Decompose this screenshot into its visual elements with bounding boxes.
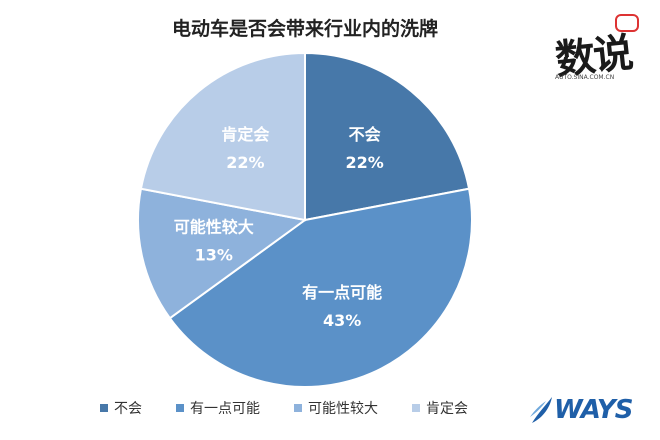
legend-item-2: 可能性较大 — [294, 398, 378, 418]
pie-slice-0 — [304, 51, 471, 222]
pie-slice-3 — [139, 51, 306, 222]
ways-logo: WAYS — [528, 395, 633, 425]
slice-category-label-1: 有一点可能 — [302, 283, 382, 302]
slice-percent-label-2: 13% — [195, 245, 233, 264]
legend-label-2: 可能性较大 — [308, 401, 378, 417]
slice-percent-label-3: 22% — [226, 153, 264, 172]
shushuo-logo: 数说 AUTO.SINA.COM.CN — [545, 14, 641, 88]
speech-bubble-icon — [615, 14, 639, 32]
pie-slice-1 — [168, 187, 473, 388]
legend-label-0: 不会 — [114, 401, 142, 417]
legend-label-3: 肯定会 — [426, 401, 468, 417]
slice-category-label-0: 不会 — [349, 125, 381, 144]
legend-swatch-2 — [294, 404, 302, 412]
pie-slice-2 — [137, 187, 308, 320]
legend-label-1: 有一点可能 — [190, 401, 260, 417]
slice-category-label-3: 肯定会 — [221, 125, 269, 144]
ways-swoosh-icon — [530, 397, 552, 423]
legend-item-0: 不会 — [100, 398, 142, 418]
ways-text: WAYS — [554, 395, 633, 425]
stamp-subtext: AUTO.SINA.COM.CN — [555, 74, 615, 81]
legend-swatch-0 — [100, 404, 108, 412]
legend-swatch-1 — [176, 404, 184, 412]
legend: 不会 有一点可能 可能性较大 肯定会 — [100, 398, 468, 418]
legend-item-3: 肯定会 — [412, 398, 468, 418]
legend-item-1: 有一点可能 — [176, 398, 260, 418]
slice-category-label-2: 可能性较大 — [174, 217, 254, 236]
chart-title: 电动车是否会带来行业内的洗牌 — [171, 18, 438, 40]
legend-swatch-3 — [412, 404, 420, 412]
slice-percent-label-0: 22% — [345, 153, 383, 172]
slice-percent-label-1: 43% — [323, 311, 361, 330]
